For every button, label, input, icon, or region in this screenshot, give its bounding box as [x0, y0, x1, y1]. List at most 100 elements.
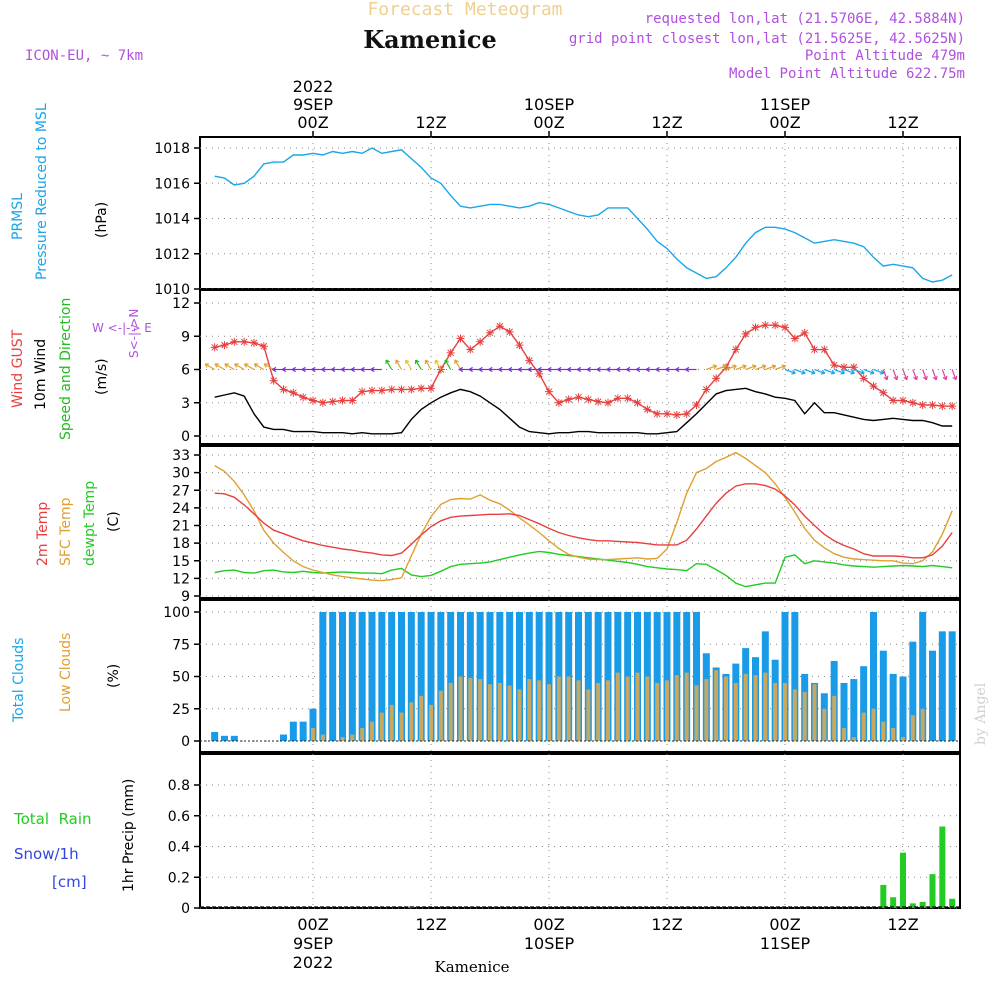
direction-arrowhead	[508, 366, 513, 373]
total-cloud-bar	[329, 612, 337, 741]
wind-ytick-label: 6	[181, 363, 190, 379]
gust-marker	[545, 387, 553, 396]
total-cloud-bar	[604, 612, 612, 741]
low-cloud-bar	[566, 676, 571, 741]
top-time-label: 10SEP	[524, 95, 575, 114]
low-cloud-bar	[665, 680, 669, 741]
gust-marker	[948, 402, 957, 411]
gust-marker	[554, 398, 563, 407]
rain-bar	[939, 826, 946, 908]
gust-marker	[781, 323, 789, 332]
wind-ytick-label: 3	[181, 396, 190, 412]
total-cloud-bar	[535, 612, 543, 741]
direction-arrowhead	[742, 364, 747, 370]
direction-arrowhead	[932, 375, 938, 381]
gust-marker	[289, 388, 298, 397]
total-cloud-bar	[791, 612, 799, 741]
direction-arrowhead	[547, 366, 552, 373]
temp-ytick-label: 9	[181, 589, 190, 605]
gust-marker	[790, 334, 799, 343]
gust-marker	[899, 396, 907, 405]
low-cloud-bar	[714, 670, 719, 741]
direction-arrowhead	[596, 366, 601, 373]
total-cloud-bar	[663, 612, 671, 741]
gust-marker	[240, 337, 249, 346]
pressure-ytick-label: 1018	[154, 141, 190, 157]
gust-marker	[230, 337, 239, 346]
direction-arrowhead	[350, 366, 355, 373]
total-cloud-bar	[860, 666, 868, 741]
direction-arrowhead	[636, 366, 641, 373]
direction-arrowhead	[830, 369, 836, 375]
low-cloud-bar	[370, 721, 374, 741]
total-cloud-bar	[417, 612, 425, 741]
direction-arrowhead	[291, 366, 296, 373]
direction-arrow	[725, 365, 737, 371]
direction-arrow	[824, 368, 835, 374]
pressure-line	[214, 147, 953, 283]
direction-arrow	[882, 369, 888, 381]
low-cloud-bar	[851, 737, 856, 741]
point-altitude: Point Altitude 479m	[805, 48, 965, 64]
total-cloud-bar	[447, 612, 455, 741]
direction-arrowhead	[665, 366, 670, 373]
direction-arrow	[931, 369, 937, 381]
direction-arrow	[863, 368, 875, 374]
top-time-label: 11SEP	[760, 95, 811, 114]
gust-marker	[427, 384, 435, 393]
credit: by Angel	[973, 682, 989, 745]
direction-arrowhead	[214, 363, 219, 368]
total-cloud-bar	[348, 612, 356, 741]
direction-label: Speed and Direction	[58, 298, 74, 440]
pressure-labels: PRMSL Pressure Reduced to MSL (hPa)	[10, 103, 110, 280]
gust-marker	[938, 402, 947, 411]
low-cloud-bar	[920, 708, 925, 741]
direction-arrow	[755, 365, 767, 371]
rain-bar	[900, 852, 906, 908]
bottom-time-label: 9SEP	[293, 934, 333, 953]
total-cloud-bar	[594, 612, 602, 741]
low-cloud-bar	[694, 685, 699, 741]
total-cloud-bar	[398, 612, 405, 741]
gust-marker	[761, 321, 770, 330]
direction-arrow	[434, 359, 442, 370]
temp-ytick-label: 27	[172, 483, 190, 499]
direction-arrowhead	[321, 366, 326, 373]
low-cloud-bar	[783, 682, 787, 741]
direction-arrowhead	[341, 366, 346, 373]
low-cloud-bar	[812, 684, 817, 741]
temp-ytick-label: 33	[172, 448, 190, 464]
direction-arrowhead	[712, 364, 718, 370]
temp-unit: (C)	[106, 511, 122, 532]
direction-arrowhead	[370, 366, 375, 373]
direction-arrow	[814, 368, 826, 374]
low-cloud-bar	[429, 704, 433, 741]
gust-marker	[309, 396, 317, 405]
bottom-time-label: 00Z	[297, 915, 328, 934]
direction-arrowhead	[204, 363, 210, 368]
precip-ytick-label: 0.8	[168, 778, 190, 794]
gust-marker	[613, 394, 622, 403]
top-time-label: 00Z	[297, 113, 328, 132]
total-cloud-bar	[299, 721, 307, 741]
direction-arrowhead	[424, 359, 430, 364]
low-cloud-bar	[792, 689, 797, 741]
wind-ytick-label: 9	[181, 329, 190, 345]
gust-marker	[869, 382, 878, 391]
direction-arrow	[745, 365, 757, 371]
gust-marker	[456, 334, 465, 343]
direction-arrowhead	[850, 369, 855, 375]
total-cloud-bar	[280, 734, 287, 741]
direction-arrowhead	[498, 366, 503, 373]
total-cloud-bar	[319, 612, 327, 741]
total-cloud-bar	[289, 721, 297, 741]
total-clouds-label: Total Clouds	[11, 638, 27, 723]
gust-marker	[672, 410, 681, 419]
gust-marker	[663, 409, 671, 418]
total-cloud-bar	[948, 631, 956, 741]
total-cloud-bar	[840, 682, 848, 741]
low-cloud-bar	[822, 708, 827, 741]
low-cloud-bar	[586, 689, 591, 741]
